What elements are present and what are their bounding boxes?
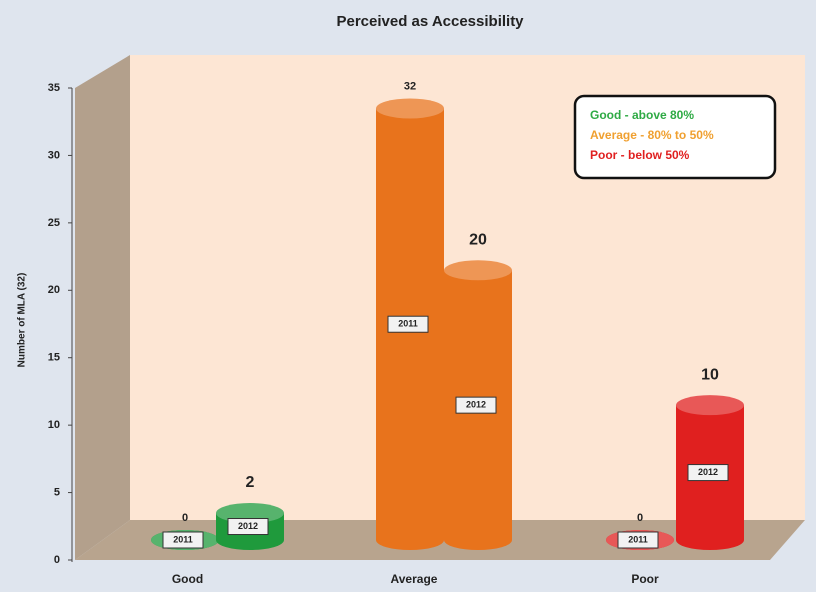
y-tick-label: 10	[48, 419, 60, 431]
y-tick-label: 25	[48, 217, 60, 229]
series-label-box	[227, 518, 269, 536]
legend-entry: Poor - below 50%	[590, 148, 690, 162]
legend	[573, 94, 777, 180]
data-label: 0	[637, 512, 643, 524]
legend-entry: Average - 80% to 50%	[590, 128, 714, 142]
y-tick-label: 15	[48, 352, 60, 364]
series-label: 2012	[466, 400, 486, 410]
series-label-box	[617, 531, 659, 549]
legend-entry: Good - above 80%	[590, 108, 694, 122]
series-label: 2012	[238, 521, 258, 531]
bar-top	[444, 260, 512, 281]
data-label: 0	[182, 512, 188, 524]
side-wall	[75, 55, 130, 560]
data-label: 2	[246, 474, 255, 491]
series-label-box	[387, 315, 429, 333]
x-tick-label: Average	[391, 572, 438, 586]
x-tick-label: Poor	[631, 572, 659, 586]
y-tick-label: 5	[54, 486, 60, 498]
series-label: 2011	[173, 534, 193, 544]
y-tick-label: 30	[48, 149, 60, 161]
y-axis-label: Number of MLA (32)	[17, 273, 28, 368]
bar-top	[376, 98, 444, 119]
series-label-box	[455, 396, 497, 414]
chart-title: Perceived as Accessibility	[336, 13, 524, 30]
series-label: 2011	[398, 319, 418, 329]
data-label: 32	[404, 80, 416, 92]
y-tick-label: 35	[48, 82, 60, 94]
series-label-box	[687, 464, 729, 482]
y-tick-label: 20	[48, 284, 60, 296]
data-label: 10	[701, 366, 719, 383]
series-label-box	[162, 531, 204, 549]
bar-top	[676, 395, 744, 416]
series-label: 2011	[628, 534, 648, 544]
data-label: 20	[469, 232, 487, 249]
y-tick-label: 0	[54, 554, 60, 566]
x-tick-label: Good	[172, 572, 203, 586]
series-label: 2012	[698, 467, 718, 477]
